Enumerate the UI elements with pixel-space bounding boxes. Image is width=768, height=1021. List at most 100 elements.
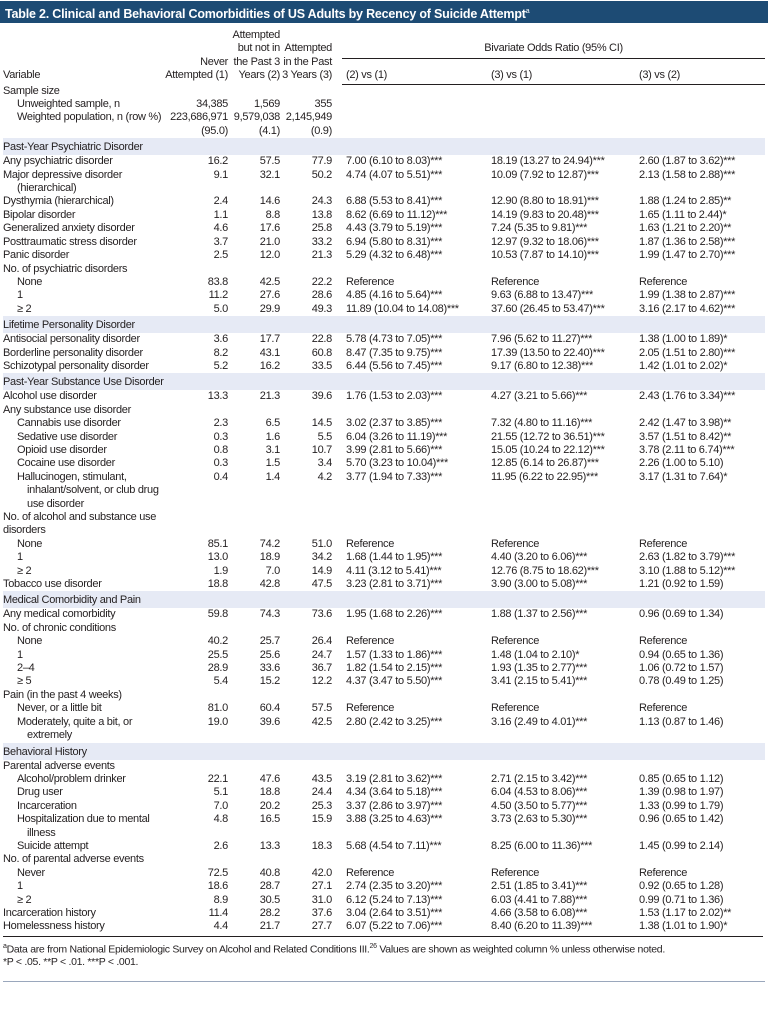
value-attempted-past-3y: 37.6 bbox=[311, 906, 333, 919]
row-label: Alcohol/problem drinker bbox=[17, 772, 126, 785]
header-or-2vs1: (2) vs (1) bbox=[342, 58, 487, 86]
or-3vs2 bbox=[635, 511, 765, 538]
or-3vs1: Reference bbox=[491, 702, 540, 715]
section-header-row: Past-Year Psychiatric Disorder bbox=[3, 138, 766, 156]
or-3vs1 bbox=[487, 622, 635, 635]
value-attempted-past-3y: 24.4 bbox=[311, 786, 333, 799]
section-header-row: Medical Comorbidity and Pain bbox=[3, 591, 766, 609]
table-row: None 85.1 74.2 51.0 Reference Reference Refere… bbox=[3, 538, 765, 551]
table-row: Unweighted sample, n 34,385 1,569 355 bbox=[3, 98, 765, 111]
or-3vs1: 1.93 (1.35 to 2.77)*** bbox=[491, 662, 588, 675]
spacer-cell bbox=[334, 169, 342, 196]
table-row: Tobacco use disorder 18.8 42.8 47.5 3.23 (2.… bbox=[3, 578, 765, 591]
or-3vs1: 9.17 (6.80 to 12.38)*** bbox=[491, 359, 593, 372]
value-attempted-past-3y: 39.6 bbox=[311, 390, 333, 403]
spacer-cell bbox=[334, 457, 342, 470]
row-label: Any medical comorbidity bbox=[3, 608, 116, 621]
value-attempted-past-3y: 73.6 bbox=[311, 608, 333, 621]
or-3vs2 bbox=[635, 853, 765, 866]
value-attempted-not-past-3y: 29.9 bbox=[259, 302, 281, 315]
or-3vs2: 2.42 (1.47 to 3.98)** bbox=[639, 417, 732, 430]
or-3vs1: 6.03 (4.41 to 7.88)*** bbox=[491, 893, 588, 906]
table-title-text: Table 2. Clinical and Behavioral Comorbi… bbox=[5, 7, 526, 22]
value-attempted-past-3y: 22.2 bbox=[311, 275, 333, 288]
value-never-attempted bbox=[164, 622, 230, 635]
row-label: Alcohol use disorder bbox=[3, 390, 97, 403]
row-label: Major depressive disorder (hierarchical) bbox=[3, 168, 123, 195]
spacer-cell bbox=[334, 222, 342, 235]
value-attempted-not-past-3y bbox=[230, 511, 282, 538]
or-2vs1: 8.62 (6.69 to 11.12)*** bbox=[346, 208, 448, 221]
or-3vs2: 1.13 (0.87 to 1.46) bbox=[639, 715, 724, 728]
or-3vs1: Reference bbox=[491, 866, 540, 879]
or-3vs2: Reference bbox=[639, 866, 688, 879]
value-never-attempted: 1.9 bbox=[213, 564, 229, 577]
section-header-row: Lifetime Personality Disorder bbox=[3, 316, 766, 334]
or-3vs2: Reference bbox=[639, 702, 688, 715]
row-label: Sedative use disorder bbox=[17, 430, 118, 443]
value-attempted-not-past-3y bbox=[230, 853, 282, 866]
spacer-cell bbox=[334, 853, 342, 866]
row-label: None bbox=[17, 635, 43, 648]
value-attempted-not-past-3y bbox=[230, 689, 282, 702]
value-attempted-past-3y: 14.9 bbox=[311, 564, 333, 577]
value-attempted-past-3y: 13.8 bbox=[311, 208, 333, 221]
table-row: No. of psychiatric disorders bbox=[3, 263, 765, 276]
or-3vs1: 1.88 (1.37 to 2.56)*** bbox=[491, 608, 588, 621]
footnote-a-text2: Values are shown as weighted column % un… bbox=[376, 943, 665, 956]
table-row: ≥ 2 5.0 29.9 49.3 11.89 (10.04 to 14.08)*** 3… bbox=[3, 303, 765, 316]
value-never-attempted: 13.0 bbox=[207, 551, 229, 564]
table-row: Any psychiatric disorder 16.2 57.5 77.9 7.00… bbox=[3, 155, 765, 168]
value-attempted-past-3y: 57.5 bbox=[311, 702, 333, 715]
row-label: ≥ 5 bbox=[17, 675, 32, 688]
value-attempted-past-3y bbox=[282, 511, 334, 538]
row-label: Suicide attempt bbox=[17, 839, 89, 852]
spacer-cell bbox=[334, 760, 342, 773]
spacer-cell bbox=[334, 716, 342, 743]
value-never-attempted: 85.1 bbox=[207, 537, 229, 550]
or-3vs1 bbox=[487, 853, 635, 866]
value-never-attempted: 81.0 bbox=[207, 702, 229, 715]
table-row: Any substance use disorder bbox=[3, 404, 765, 417]
value-attempted-not-past-3y: 20.2 bbox=[259, 799, 281, 812]
value-attempted-not-past-3y: 1,569 bbox=[253, 98, 280, 111]
value-never-attempted bbox=[164, 511, 230, 538]
value-never-attempted: 223,686,971 (95.0) bbox=[170, 111, 228, 137]
spacer-cell bbox=[334, 622, 342, 635]
value-attempted-not-past-3y bbox=[230, 263, 282, 276]
footnote-significance: *P < .05. **P < .01. ***P < .001. bbox=[3, 956, 139, 969]
row-label: Sample size bbox=[3, 84, 60, 97]
value-attempted-not-past-3y: 17.7 bbox=[259, 333, 281, 346]
value-attempted-past-3y bbox=[282, 760, 334, 773]
table-row: ≥ 5 5.4 15.2 12.2 4.37 (3.47 to 5.50)*** 3.41… bbox=[3, 675, 765, 688]
row-label: Never bbox=[17, 866, 45, 879]
value-attempted-past-3y: 60.8 bbox=[311, 346, 333, 359]
value-attempted-past-3y: 42.5 bbox=[311, 715, 333, 728]
or-2vs1: 6.07 (5.22 to 7.06)*** bbox=[346, 920, 443, 933]
value-attempted-past-3y: 355 bbox=[314, 98, 333, 111]
table-row: Sedative use disorder 0.3 1.6 5.5 6.04 (3.26… bbox=[3, 431, 765, 444]
or-3vs2 bbox=[635, 98, 765, 111]
value-never-attempted: 22.1 bbox=[207, 772, 229, 785]
spacer-cell bbox=[334, 236, 342, 249]
value-attempted-not-past-3y: 1.6 bbox=[265, 430, 281, 443]
or-2vs1: 1.68 (1.44 to 1.95)*** bbox=[346, 551, 443, 564]
table-row: Alcohol use disorder 13.3 21.3 39.6 1.76 (1.… bbox=[3, 390, 765, 403]
spacer-cell bbox=[334, 907, 342, 920]
value-never-attempted: 3.6 bbox=[213, 333, 229, 346]
value-attempted-past-3y: 28.6 bbox=[311, 289, 333, 302]
value-attempted-past-3y: 27.7 bbox=[311, 920, 333, 933]
value-attempted-past-3y: 2,145,949 (0.9) bbox=[285, 111, 333, 137]
or-3vs1: 3.73 (2.63 to 5.30)*** bbox=[491, 813, 588, 826]
table-row: ≥ 2 1.9 7.0 14.9 4.11 (3.12 to 5.41)*** 12.76… bbox=[3, 565, 765, 578]
or-3vs2 bbox=[635, 111, 765, 138]
row-label: 1 bbox=[17, 648, 23, 661]
table-row: Drug user 5.1 18.8 24.4 4.34 (3.64 to 5.18)*… bbox=[3, 786, 765, 799]
value-never-attempted bbox=[164, 853, 230, 866]
value-attempted-past-3y: 22.8 bbox=[311, 333, 333, 346]
row-label: None bbox=[17, 275, 43, 288]
value-attempted-past-3y: 21.3 bbox=[311, 249, 333, 262]
table-row: 1 13.0 18.9 34.2 1.68 (1.44 to 1.95)*** 4.40 … bbox=[3, 551, 765, 564]
or-2vs1: 3.02 (2.37 to 3.85)*** bbox=[346, 417, 443, 430]
or-2vs1: 3.04 (2.64 to 3.51)*** bbox=[346, 906, 443, 919]
